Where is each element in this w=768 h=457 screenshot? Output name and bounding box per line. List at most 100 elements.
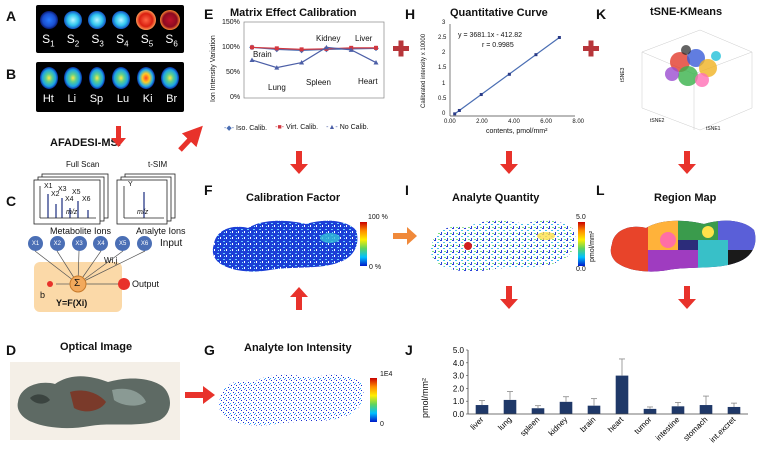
tissue-organ-1 <box>70 390 106 412</box>
tsim-y-label: Y <box>128 181 133 188</box>
organ-labels: Ht Li Sp Lu Ki Br <box>36 93 184 105</box>
bias-label: b <box>40 290 46 300</box>
weight-line-6 <box>77 250 146 285</box>
peak-label-x1: X1 <box>44 183 53 190</box>
e-ytick-0: 0% <box>230 94 241 101</box>
weight-label: Wi,j <box>104 256 118 265</box>
h-r-value: r = 0.9985 <box>482 42 514 49</box>
panel-label-j: J <box>405 342 413 358</box>
peak-label-x6: X6 <box>82 196 91 203</box>
analyte-ion-intensity-title: Analyte Ion Intensity <box>244 342 352 354</box>
h-ytick-0: 0 <box>442 111 446 117</box>
sum-symbol: Σ <box>74 278 81 289</box>
h-equation: y = 3681.1x - 412.82 <box>458 32 523 39</box>
h-fit-line <box>454 37 560 115</box>
h-xtick-0: 0.00 <box>444 119 456 125</box>
panel-label-h: H <box>405 6 416 22</box>
e-ylabel: Ion Intensity Variation <box>210 35 217 102</box>
e-point-s2-1 <box>250 45 254 50</box>
e-point-s3-5 <box>348 47 354 52</box>
region-map-title: Region Map <box>654 192 717 204</box>
arrow-down-h-i <box>500 151 518 174</box>
e-annot-spleen: Spleen <box>306 78 331 87</box>
legend-virt: -■- Virt. Calib. <box>275 124 319 131</box>
j-bar-stomach <box>699 405 713 414</box>
input-node-2: X2 <box>49 236 65 251</box>
e-ytick-50: 50% <box>226 69 241 76</box>
e-annot-kidney: Kidney <box>316 34 341 43</box>
arrow-down-k-l <box>678 151 696 174</box>
optical-image-title: Optical Image <box>60 341 133 353</box>
plus-sign-hk-v <box>588 40 594 57</box>
peak-label-x5: X5 <box>72 189 81 196</box>
matrix-effect-chart <box>243 21 385 99</box>
peak-label-x2: X2 <box>51 191 60 198</box>
bias-node <box>47 281 53 287</box>
sample-spot-6 <box>160 10 180 30</box>
plus-sign-eh-v <box>398 40 404 57</box>
j-bars <box>475 358 741 414</box>
sample-label-6: S6 <box>165 32 178 49</box>
calibration-factor-map <box>212 220 358 272</box>
e-annot-heart: Heart <box>358 77 378 86</box>
sample-label-4: S4 <box>116 32 129 49</box>
sample-label-3: S3 <box>91 32 104 49</box>
sample-spots <box>40 10 180 30</box>
organ-label-sp: Sp <box>89 93 104 105</box>
i-colorbar <box>578 222 585 266</box>
arrow-up-g-f <box>290 287 308 310</box>
tsim-label: t-SIM <box>148 160 168 169</box>
input-label: Input <box>160 238 183 249</box>
analyte-bar-chart: 5.0 4.0 3.0 2.0 1.0 0.0 liver lung spleen kidney… <box>453 346 748 445</box>
organ-spot-ki <box>137 67 155 89</box>
e-plot-frame <box>243 21 385 99</box>
quantitative-curve-title: Quantitative Curve <box>450 7 548 19</box>
j-ytick-label-3: 2.0 <box>453 384 465 393</box>
calibration-factor-tissue <box>212 220 358 272</box>
h-ylabel: Calibrated intensity x 10000 <box>421 33 427 108</box>
organ-strip-b: Ht Li Sp Lu Ki Br <box>36 62 184 112</box>
input-node-3: X3 <box>71 236 87 251</box>
j-bar-intestine <box>671 406 685 414</box>
j-xtick-spleen: spleen <box>518 415 541 438</box>
tissue-organ-2 <box>112 388 146 406</box>
j-xticks: liver lung spleen kidney brain heart tumor inte… <box>469 415 738 445</box>
panel-label-d: D <box>6 342 17 358</box>
e-annot-liver: Liver <box>355 34 373 43</box>
analyte-ion-map <box>218 374 364 426</box>
input-node-1: X1 <box>28 236 43 251</box>
calibration-factor-hotspot <box>320 233 340 243</box>
sample-labels: S1 S2 S3 S4 S5 S6 <box>36 32 184 48</box>
f-colorbar <box>360 222 367 266</box>
panel-label-k: K <box>596 6 607 22</box>
weight-line-1 <box>34 250 79 285</box>
j-xtick-kidney: kidney <box>547 415 570 438</box>
h-point-4 <box>507 72 511 76</box>
g-scale-max: 1E4 <box>380 371 393 378</box>
panel-label-c: C <box>6 193 17 209</box>
organ-label-ki: Ki <box>142 93 153 105</box>
analyte-quantity-tissue <box>430 220 576 272</box>
e-series-line-3 <box>251 46 377 69</box>
j-bar-spleen <box>531 408 545 414</box>
j-xtick-intexcret: int.excret <box>708 415 738 445</box>
organ-spots <box>40 67 179 89</box>
input-node-4: X4 <box>93 236 109 251</box>
f-scale-max: 100 % <box>368 214 388 221</box>
region-map <box>610 220 756 272</box>
i-scale-min: 0.0 <box>576 266 586 273</box>
organ-label-br: Br <box>166 93 178 105</box>
analyte-quantity-hotspot <box>464 242 472 250</box>
input-node-5: X5 <box>115 236 131 251</box>
e-series-line-2 <box>251 46 376 50</box>
arrow-down-afadesi <box>111 126 126 147</box>
organ-label-ht: Ht <box>42 93 54 105</box>
e-annot-lung: Lung <box>268 83 286 92</box>
h-ytick-3: 3 <box>442 20 446 26</box>
panel-label-g: G <box>204 342 215 358</box>
tsim-frame <box>116 179 168 225</box>
j-bar-brain <box>587 405 601 414</box>
j-xtick-stomach: stomach <box>682 415 710 443</box>
h-xlabel: contents, pmol/mm² <box>486 128 548 135</box>
j-ytick-label-5: 0.0 <box>453 410 465 419</box>
